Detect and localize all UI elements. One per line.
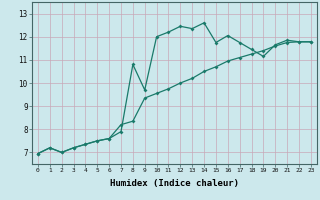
X-axis label: Humidex (Indice chaleur): Humidex (Indice chaleur)	[110, 179, 239, 188]
